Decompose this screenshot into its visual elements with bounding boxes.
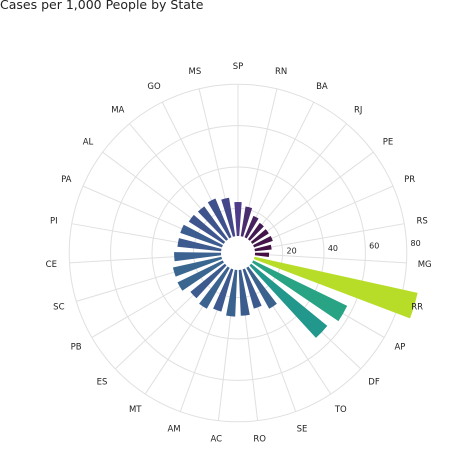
- bars: [172, 197, 418, 338]
- radial-tick-labels: 20 40 60 80: [287, 239, 421, 255]
- bar-mg: [254, 252, 270, 258]
- bar-ap: [252, 260, 348, 322]
- category-label-sc: SC: [53, 303, 64, 313]
- category-label-go: GO: [147, 82, 161, 92]
- bar-pi: [177, 238, 222, 252]
- category-label-df: DF: [368, 377, 380, 387]
- bar-to: [246, 266, 277, 309]
- grid-spoke-ba: [245, 101, 315, 239]
- category-label-ba: BA: [316, 82, 328, 92]
- category-label-mg: MG: [418, 260, 432, 270]
- category-label-ms: MS: [189, 67, 202, 77]
- bar-ac: [226, 269, 238, 317]
- category-label-rn: RN: [275, 67, 287, 77]
- bar-df: [249, 263, 328, 338]
- category-label-ma: MA: [111, 106, 124, 116]
- grid-spokes: [69, 84, 407, 421]
- bar-am: [213, 268, 234, 312]
- category-label-al: AL: [83, 137, 94, 147]
- category-label-pa: PA: [61, 175, 72, 185]
- radial-tick-label: 80: [411, 239, 421, 248]
- category-label-pe: PE: [383, 137, 394, 147]
- radial-tick-label: 40: [328, 244, 338, 253]
- grid-spoke-rj: [248, 123, 347, 241]
- category-label-rr: RR: [411, 303, 423, 313]
- bar-ma: [197, 206, 229, 241]
- bar-ro: [238, 269, 250, 316]
- category-label-se: SE: [297, 425, 308, 435]
- bar-se: [242, 268, 262, 309]
- category-label-sp: SP: [233, 62, 244, 72]
- category-label-ac: AC: [210, 435, 222, 445]
- category-label-pr: PR: [404, 175, 415, 185]
- category-label-am: AM: [167, 425, 180, 435]
- radial-tick-label: 60: [369, 242, 379, 251]
- bar-ce: [174, 252, 222, 262]
- grid-spoke-rs: [254, 223, 405, 251]
- category-label-rj: RJ: [354, 106, 362, 116]
- bar-pa: [180, 224, 223, 248]
- grid-spoke-mg: [254, 253, 407, 264]
- grid-spoke-pr: [253, 185, 394, 247]
- bar-pb: [177, 260, 224, 291]
- chart-title: Cases per 1,000 People by State: [0, 0, 204, 12]
- bar-sp: [234, 202, 242, 237]
- bar-rs: [254, 244, 272, 252]
- bar-pe: [250, 229, 269, 244]
- category-label-ro: RO: [253, 435, 266, 445]
- category-labels: SP RN BA RJ PE PR RS MG RR AP DF TO SE RO AC AM MT ES PB SC…: [46, 62, 432, 445]
- bar-ba: [244, 215, 259, 239]
- bar-rj: [247, 222, 264, 241]
- category-label-ce: CE: [46, 260, 57, 270]
- radial-tick-label: 20: [287, 246, 297, 255]
- bar-mt: [199, 266, 230, 309]
- bar-al: [188, 214, 226, 244]
- bar-rn: [240, 206, 253, 237]
- category-label-mt: MT: [129, 405, 142, 415]
- category-label-pb: PB: [71, 343, 82, 353]
- category-label-rs: RS: [417, 217, 428, 227]
- bar-ms: [221, 197, 236, 237]
- grid-spoke-pe: [251, 151, 374, 244]
- category-label-es: ES: [97, 377, 108, 387]
- bar-rr: [253, 256, 418, 319]
- bar-sc: [172, 256, 223, 277]
- category-label-pi: PI: [50, 217, 58, 227]
- category-label-ap: AP: [394, 343, 405, 353]
- bar-es: [190, 263, 227, 299]
- bar-go: [207, 198, 232, 239]
- bar-pr: [253, 235, 273, 248]
- category-label-to: TO: [334, 405, 347, 415]
